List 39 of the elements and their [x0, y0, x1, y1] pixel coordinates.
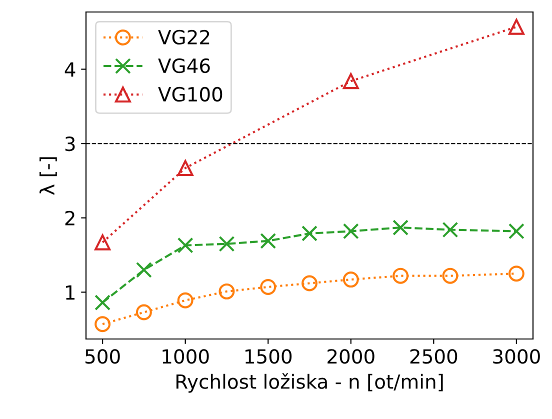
point [136, 262, 152, 278]
point [136, 304, 152, 320]
point [94, 234, 111, 250]
point [302, 225, 318, 242]
point [260, 232, 276, 249]
point [392, 220, 409, 236]
x-axis-title: Rychlost ložiska - n [ot/min] [176, 373, 443, 393]
point [508, 18, 524, 35]
y-tick-label: 2 [65, 210, 74, 226]
point [392, 268, 409, 284]
x-tick-label: 1500 [246, 349, 292, 364]
point [260, 278, 276, 295]
point [94, 316, 111, 332]
point [342, 223, 359, 240]
x-tick-label: 500 [86, 349, 120, 364]
legend-label: VG46 [158, 58, 210, 74]
point [342, 272, 359, 288]
legend-label: VG100 [158, 86, 222, 102]
x-tick-label: 2500 [410, 349, 458, 364]
y-tick-label: 1 [66, 285, 74, 300]
y-tick-label: 4 [64, 62, 76, 77]
point [442, 222, 458, 238]
point [508, 223, 524, 240]
point [177, 237, 194, 254]
point [177, 292, 194, 308]
x-tick-label: 3000 [493, 349, 540, 364]
legend-label: VG22 [158, 30, 210, 45]
point [218, 236, 235, 252]
x-tick-label: 1000 [162, 349, 209, 364]
x-tick-label: 2000 [328, 349, 374, 364]
point [177, 160, 194, 176]
point [342, 73, 359, 90]
point [442, 268, 458, 284]
point [508, 266, 524, 282]
point [302, 275, 318, 292]
y-axis-title: λ [-] [40, 157, 57, 195]
y-tick-label: 3 [65, 136, 75, 152]
point [94, 294, 111, 311]
point [218, 283, 235, 300]
